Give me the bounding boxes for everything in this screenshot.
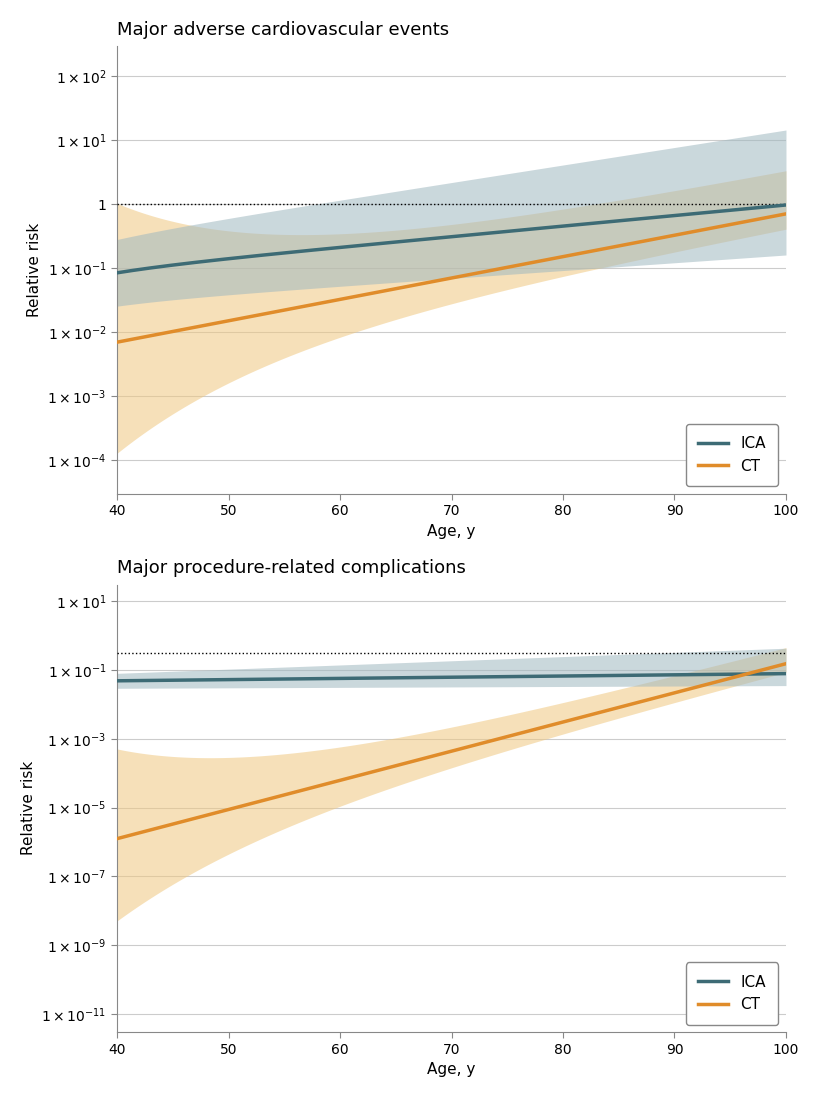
CT (521, 725, 531, 738)
Line: CT: CT (117, 663, 785, 839)
ICA (675, 669, 685, 682)
ICA (509, 670, 519, 683)
CT (509, 259, 519, 272)
ICA (521, 670, 531, 683)
CT (509, 728, 519, 741)
Line: ICA: ICA (117, 205, 785, 272)
CT (717, 220, 727, 233)
CT (508, 728, 518, 741)
ICA (717, 204, 727, 217)
CT (717, 673, 727, 686)
Legend: ICA, CT: ICA, CT (685, 424, 777, 486)
ICA (717, 668, 727, 681)
ICA (508, 224, 518, 237)
CT (521, 257, 531, 270)
CT (112, 336, 122, 349)
Line: ICA: ICA (117, 674, 785, 681)
ICA (112, 266, 122, 279)
ICA (114, 674, 124, 687)
Line: CT: CT (117, 214, 785, 343)
CT (781, 208, 790, 221)
CT (114, 335, 124, 348)
ICA (781, 668, 790, 681)
CT (112, 832, 122, 845)
Text: Major adverse cardiovascular events: Major adverse cardiovascular events (117, 21, 449, 38)
Y-axis label: Relative risk: Relative risk (20, 761, 36, 855)
X-axis label: Age, y: Age, y (427, 524, 475, 539)
CT (675, 227, 685, 240)
CT (508, 259, 518, 272)
ICA (781, 199, 790, 212)
ICA (509, 224, 519, 237)
Text: Major procedure-related complications: Major procedure-related complications (117, 559, 465, 578)
CT (675, 685, 685, 698)
CT (781, 657, 790, 670)
Legend: ICA, CT: ICA, CT (685, 963, 777, 1024)
ICA (675, 209, 685, 222)
ICA (508, 670, 518, 683)
CT (114, 831, 124, 844)
Y-axis label: Relative risk: Relative risk (27, 223, 42, 317)
ICA (521, 223, 531, 236)
ICA (112, 674, 122, 687)
ICA (114, 266, 124, 279)
X-axis label: Age, y: Age, y (427, 1062, 475, 1077)
